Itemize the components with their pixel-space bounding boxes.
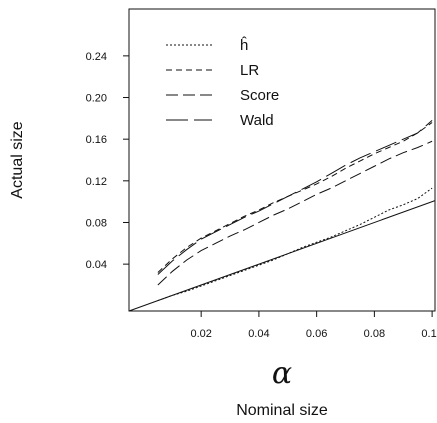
y-tick-label: 0.16 [86, 134, 107, 146]
legend-label-1: LR [240, 62, 259, 79]
y-ticks: 0.04 0.08 0.12 0.16 0.20 0.24 [86, 51, 129, 271]
series-line-2 [157, 140, 433, 286]
x-tick-label: 0.08 [364, 328, 385, 340]
y-tick-label: 0.04 [86, 259, 107, 271]
legend-label-3: Wald [240, 112, 274, 129]
x-tick-label: 0.06 [306, 328, 327, 340]
series-line-3 [157, 120, 433, 275]
x-tick-label: 0.04 [248, 328, 269, 340]
series-line-0 [157, 187, 433, 302]
y-tick-label: 0.08 [86, 217, 107, 229]
y-tick-label: 0.20 [86, 93, 107, 105]
legend: ĥ LR Score Wald [166, 36, 279, 129]
x-axis-symbol: α [272, 356, 292, 391]
y-axis-title: Actual size [9, 121, 26, 198]
legend-label-2: Score [240, 87, 279, 104]
y-tick-label: 0.12 [86, 176, 107, 188]
legend-label-0: ĥ [240, 36, 248, 54]
x-tick-label: 0.10 [421, 328, 437, 340]
series-layer [157, 120, 433, 302]
x-tick-label: 0.02 [190, 328, 211, 340]
x-axis-title: Nominal size [236, 402, 328, 419]
x-ticks: 0.02 0.04 0.06 0.08 0.10 [190, 311, 437, 340]
plot-frame [128, 8, 436, 312]
y-tick-label: 0.24 [86, 51, 107, 63]
series-line-1 [157, 122, 433, 273]
